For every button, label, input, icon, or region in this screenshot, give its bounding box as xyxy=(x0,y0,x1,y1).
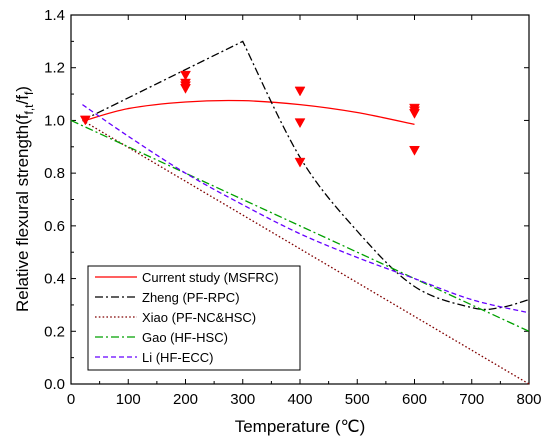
y-axis-title-mid: /f xyxy=(13,95,32,105)
y-axis-title-sub2: f xyxy=(22,91,36,95)
series-lines xyxy=(70,40,530,385)
y-axis-title-main: Relative flexural strength(f xyxy=(13,114,32,312)
y-tick-label: 1.2 xyxy=(44,60,65,77)
data-marker-triangle xyxy=(409,145,420,156)
legend-items: Current study (MSFRC) Zheng (PF-RPC) Xiao … xyxy=(95,270,279,365)
x-tick-label: 600 xyxy=(402,391,427,408)
x-tick-label: 700 xyxy=(459,391,484,408)
y-axis-title: Relative flexural strength(ff,t/ff) xyxy=(13,86,36,312)
series-line-zheng-pf-rpc xyxy=(82,40,530,311)
x-tick-label: 0 xyxy=(67,391,75,408)
y-tick-label: 0.8 xyxy=(44,165,65,182)
x-axis-title: Temperature (℃) xyxy=(235,417,366,436)
y-tick-label: 0.6 xyxy=(44,218,65,235)
y-axis-title-sub1: f,t xyxy=(22,104,36,115)
legend-label-gao-hf-hsc: Gao (HF-HSC) xyxy=(142,330,228,345)
y-tick-label: 0.0 xyxy=(44,376,65,393)
legend-label-li-hf-ecc: Li (HF-ECC) xyxy=(142,350,214,365)
series-line-xiao-pf-nc-hsc xyxy=(82,119,530,385)
x-tick-label: 400 xyxy=(287,391,312,408)
data-marker-triangle xyxy=(294,118,306,129)
axis-ticks: 0 100 200 300 400 500 600 700 800 0.0 0.2 0.4 0.6 0.8… xyxy=(44,7,541,408)
data-marker-triangle xyxy=(409,109,420,119)
y-tick-label: 0.4 xyxy=(44,271,65,288)
x-tick-label: 300 xyxy=(230,391,255,408)
x-tick-label: 800 xyxy=(516,391,541,408)
legend: Current study (MSFRC) Zheng (PF-RPC) Xiao … xyxy=(87,265,301,371)
y-axis-title-end: ) xyxy=(13,86,32,92)
y-tick-label: 1.0 xyxy=(44,112,65,129)
data-marker-triangle xyxy=(79,115,91,126)
y-tick-label: 0.2 xyxy=(44,323,65,340)
legend-label-xiao-pf-nc-hsc: Xiao (PF-NC&HSC) xyxy=(142,310,256,325)
legend-label-current-study-msfrc: Current study (MSFRC) xyxy=(142,270,279,285)
legend-box xyxy=(87,265,301,371)
x-tick-label: 100 xyxy=(116,391,141,408)
x-tick-label: 200 xyxy=(173,391,198,408)
data-marker-triangle xyxy=(294,157,306,168)
legend-label-zheng-pf-rpc: Zheng (PF-RPC) xyxy=(142,290,240,305)
series-line-current-study-msfrc xyxy=(85,99,415,126)
data-markers xyxy=(79,70,420,168)
data-marker-triangle xyxy=(180,84,191,94)
series-line-gao-hf-hsc xyxy=(70,119,530,332)
series-line-li-hf-ecc xyxy=(82,104,530,314)
x-tick-label: 500 xyxy=(345,391,370,408)
data-marker-triangle xyxy=(294,86,306,97)
data-marker-triangle xyxy=(180,70,191,81)
y-tick-label: 1.4 xyxy=(44,7,65,24)
